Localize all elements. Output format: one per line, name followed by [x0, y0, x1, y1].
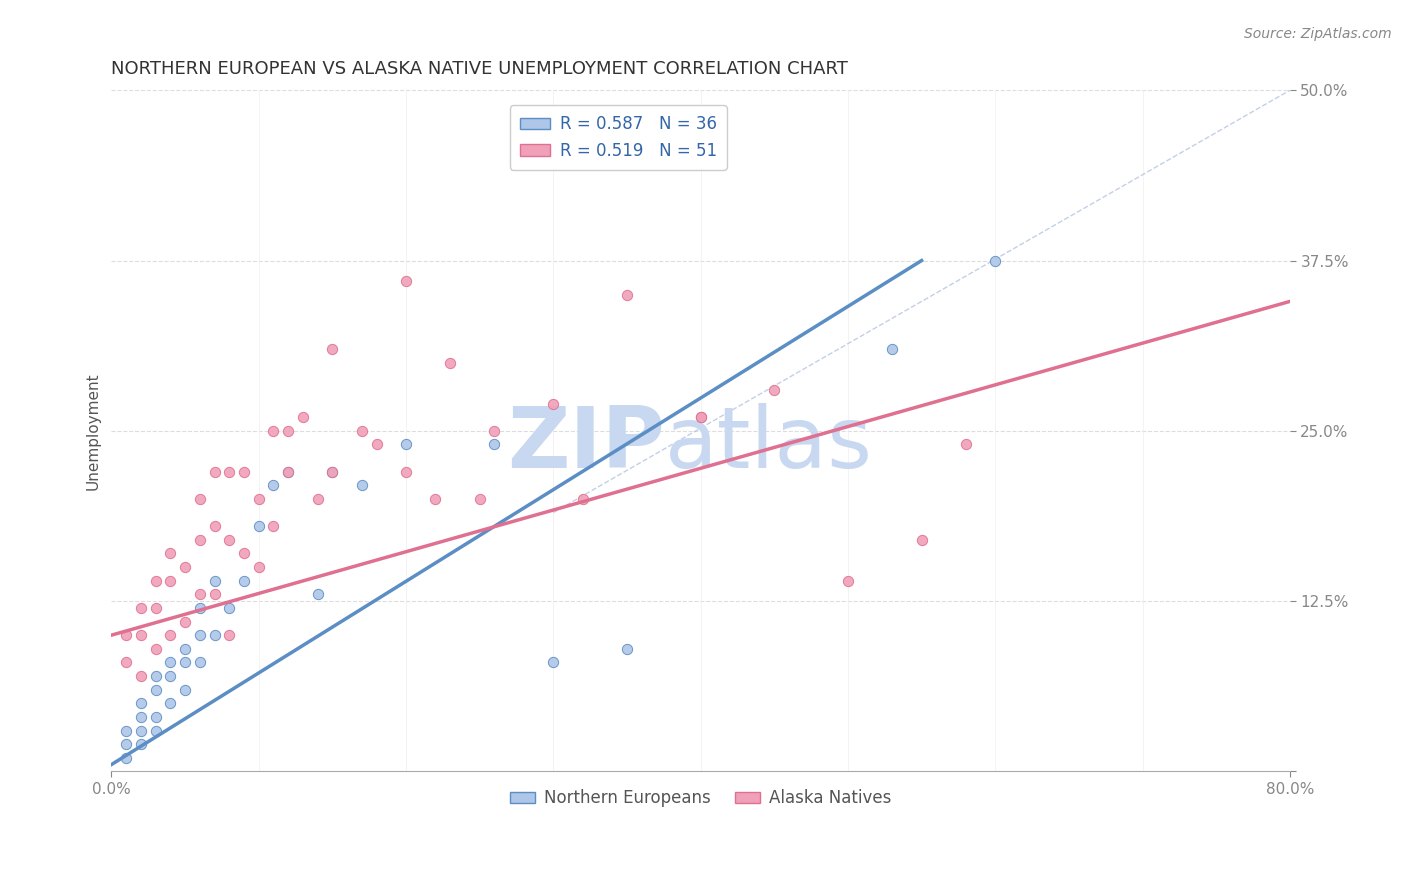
Point [115, 628, 138, 642]
Point [321, 465, 343, 479]
Point [115, 656, 138, 670]
Point [159, 574, 181, 588]
Point [262, 478, 284, 492]
Point [439, 356, 461, 370]
Point [174, 560, 197, 574]
Point [129, 723, 152, 738]
Text: atlas: atlas [665, 403, 873, 486]
Point [129, 669, 152, 683]
Point [350, 478, 373, 492]
Point [188, 533, 211, 547]
Point [115, 751, 138, 765]
Point [277, 424, 299, 438]
Point [616, 287, 638, 301]
Point [204, 628, 226, 642]
Point [204, 519, 226, 533]
Point [247, 519, 270, 533]
Point [291, 410, 314, 425]
Point [218, 533, 240, 547]
Point [159, 656, 181, 670]
Point [247, 560, 270, 574]
Point [262, 519, 284, 533]
Point [484, 424, 506, 438]
Point [543, 656, 565, 670]
Point [247, 491, 270, 506]
Point [174, 641, 197, 656]
Point [262, 424, 284, 438]
Point [188, 656, 211, 670]
Point [145, 574, 167, 588]
Point [204, 574, 226, 588]
Point [188, 587, 211, 601]
Point [204, 587, 226, 601]
Point [350, 424, 373, 438]
Text: Source: ZipAtlas.com: Source: ZipAtlas.com [1244, 27, 1392, 41]
Point [984, 253, 1007, 268]
Point [484, 437, 506, 451]
Point [366, 437, 388, 451]
Point [882, 342, 904, 356]
Point [159, 546, 181, 560]
Point [395, 437, 418, 451]
Point [321, 465, 343, 479]
Point [145, 682, 167, 697]
Point [159, 669, 181, 683]
Point [204, 465, 226, 479]
Point [129, 710, 152, 724]
Point [174, 615, 197, 629]
Point [218, 628, 240, 642]
Point [572, 491, 595, 506]
Point [174, 682, 197, 697]
Point [543, 396, 565, 410]
Point [218, 465, 240, 479]
Point [763, 383, 786, 397]
Point [218, 601, 240, 615]
Point [277, 465, 299, 479]
Point [837, 574, 859, 588]
Point [616, 641, 638, 656]
Point [174, 656, 197, 670]
Point [145, 723, 167, 738]
Point [321, 342, 343, 356]
Point [468, 491, 491, 506]
Point [159, 628, 181, 642]
Point [233, 465, 256, 479]
Point [910, 533, 932, 547]
Point [115, 737, 138, 751]
Point [188, 628, 211, 642]
Point [145, 641, 167, 656]
Point [689, 410, 711, 425]
Point [159, 696, 181, 710]
Point [395, 465, 418, 479]
Point [129, 628, 152, 642]
Point [145, 669, 167, 683]
Point [395, 274, 418, 288]
Point [955, 437, 977, 451]
Point [188, 491, 211, 506]
Point [129, 737, 152, 751]
Point [145, 710, 167, 724]
Text: ZIP: ZIP [508, 403, 665, 486]
Point [277, 465, 299, 479]
Point [307, 587, 329, 601]
Legend: Northern Europeans, Alaska Natives: Northern Europeans, Alaska Natives [503, 783, 897, 814]
Point [425, 491, 447, 506]
Point [233, 546, 256, 560]
Point [145, 601, 167, 615]
Point [115, 723, 138, 738]
Text: NORTHERN EUROPEAN VS ALASKA NATIVE UNEMPLOYMENT CORRELATION CHART: NORTHERN EUROPEAN VS ALASKA NATIVE UNEMP… [111, 60, 848, 78]
Point [307, 491, 329, 506]
Point [188, 601, 211, 615]
Point [233, 574, 256, 588]
Point [129, 601, 152, 615]
Y-axis label: Unemployment: Unemployment [86, 372, 100, 490]
Point [689, 410, 711, 425]
Point [129, 696, 152, 710]
